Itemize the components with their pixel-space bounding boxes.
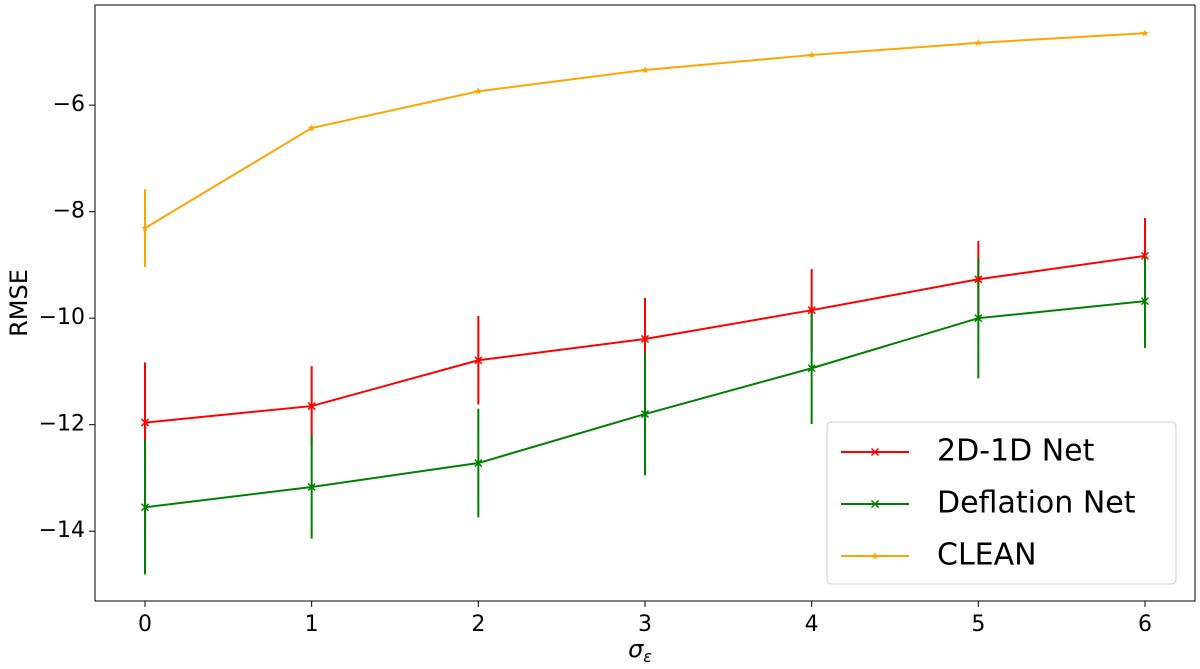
point-marker — [974, 314, 983, 323]
point-marker — [307, 124, 316, 132]
x-tick-label: 6 — [1138, 612, 1152, 637]
y-tick-label: −10 — [39, 305, 85, 330]
point-marker — [1140, 297, 1150, 306]
legend-label: 2D-1D Net — [937, 434, 1095, 469]
x-axis-subscript: ε — [643, 647, 652, 666]
point-marker — [1140, 251, 1150, 260]
legend-label: CLEAN — [937, 538, 1037, 573]
point-marker — [807, 51, 816, 59]
y-tick-label: −12 — [39, 412, 85, 437]
point-marker — [1141, 29, 1149, 37]
x-tick-label: 5 — [971, 612, 985, 637]
point-marker — [640, 410, 650, 419]
legend-marker — [871, 552, 879, 560]
x-axis-label: σε — [628, 635, 652, 666]
point-marker — [974, 38, 983, 47]
point-marker — [474, 356, 483, 365]
x-tick-label: 0 — [138, 612, 152, 637]
point-marker — [307, 402, 316, 411]
point-marker — [807, 306, 816, 315]
x-tick-label: 4 — [805, 612, 819, 637]
point-marker — [974, 275, 983, 284]
point-marker — [140, 503, 150, 512]
x-tick-label: 2 — [471, 612, 485, 637]
y-tick-label: −6 — [53, 92, 85, 117]
y-tick-label: −14 — [39, 518, 85, 543]
x-tick-label: 1 — [305, 612, 319, 637]
point-marker — [641, 66, 649, 74]
y-tick-label: −8 — [53, 199, 85, 224]
legend-box — [826, 421, 1177, 585]
point-marker — [640, 334, 650, 343]
y-axis-label: RMSE — [5, 269, 33, 337]
point-marker — [807, 364, 816, 373]
point-marker — [474, 459, 483, 468]
point-marker — [307, 482, 316, 492]
legend-marker — [870, 499, 880, 509]
point-marker — [474, 87, 483, 95]
legend-label: Deflation Net — [937, 486, 1136, 521]
point-marker — [140, 418, 150, 427]
legend-marker — [870, 447, 880, 457]
x-tick-label: 3 — [638, 612, 652, 637]
point-marker — [141, 224, 149, 232]
x-axis-symbol: σ — [628, 635, 644, 663]
series-line — [144, 32, 1146, 230]
